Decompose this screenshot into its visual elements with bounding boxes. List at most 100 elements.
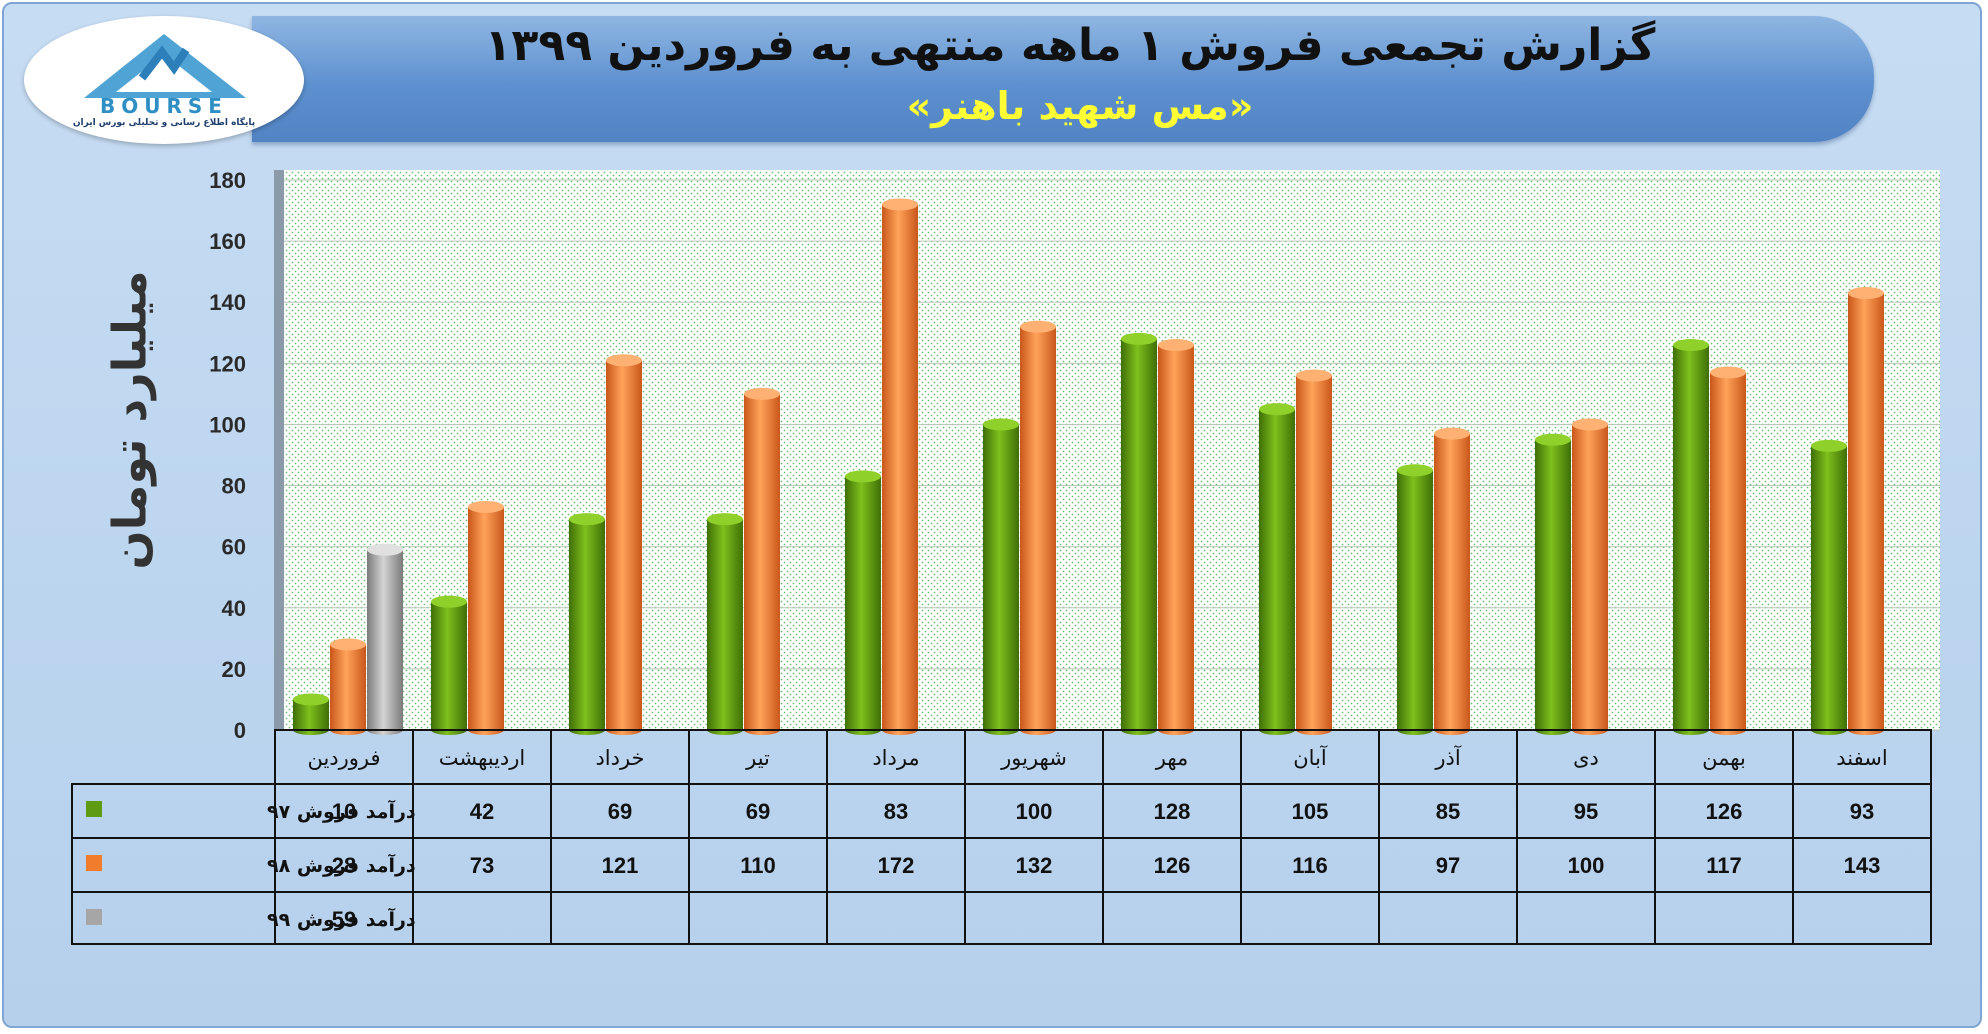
bar-97 [1673,339,1709,735]
bar-body [1572,424,1608,730]
bar-body [845,476,881,730]
bar-cap [468,500,504,513]
bar-97 [1259,403,1295,735]
table-cell-value: 97 [1436,853,1460,878]
page-subtitle: «مس شهید باهنر» [906,84,1254,128]
bar-98 [882,198,918,735]
table-cell-value: 117 [1706,853,1742,878]
bar-body [1158,345,1194,730]
x-category-label: مرداد [872,746,919,770]
data-table: فروردین 10 28 59 اردیبهشت 42 73 خرداد 69 121 تیر 69… [71,729,1932,945]
table-cell-value: 73 [470,853,494,878]
bar-cap [293,693,329,706]
bar-97 [1535,433,1571,735]
bar-cap [882,198,918,211]
x-category-label: فروردین [307,746,380,770]
bar-97 [983,418,1019,735]
bar-body [1673,345,1709,730]
legend-series-label: درآمد فروش ۹۹ [267,907,416,931]
bar-body [606,360,642,730]
bar-cap [983,418,1019,431]
table-cell-value: 93 [1850,799,1874,824]
table-cell-value: 172 [878,853,915,878]
bars [293,198,1884,735]
table-cell-value: 42 [470,799,494,824]
table-cell-value: 100 [1016,799,1053,824]
y-tick-label: 80 [222,474,246,499]
bar-cap [1296,369,1332,382]
bar-cap [606,354,642,367]
legend-series-label: درآمد فروش ۹۷ [267,799,416,823]
plot-side-wall [274,170,284,730]
bar-body [882,204,918,730]
table-cell-value: 85 [1436,799,1460,824]
bar-cap [707,513,743,526]
x-category-label: خرداد [595,746,644,770]
y-tick-label: 40 [222,596,246,621]
table-cell-value: 126 [1706,799,1743,824]
bar-97 [707,513,743,735]
bourse-logo-icon [84,34,246,98]
bar-cap [1397,464,1433,477]
bar-99 [367,543,403,735]
y-tick-label: 60 [222,535,246,560]
bar-cap [1434,427,1470,440]
y-tick-label: 160 [209,229,246,254]
bar-body [1296,375,1332,730]
table-cell-value: 116 [1292,853,1328,878]
bar-97 [569,513,605,735]
bar-cap [1158,339,1194,351]
bar-cap [569,513,605,526]
bar-body [1535,439,1571,730]
bar-cap [1848,287,1884,300]
bar-body [707,519,743,730]
bar-cap [1811,439,1847,452]
bar-cap [1121,332,1157,345]
y-tick-label: 0 [234,718,246,743]
bar-body [431,601,467,730]
bar-97 [1811,439,1847,735]
plot-area [284,170,1940,730]
table-cell-value: 28 [332,853,356,878]
x-category-label: شهریور [1000,746,1067,770]
bar-body [1259,409,1295,730]
bar-body [1434,433,1470,730]
bar-body [1710,372,1746,730]
table-cell-value: 105 [1292,799,1329,824]
x-category-label: آذر [1434,745,1461,770]
table-cell-value: 143 [1844,853,1881,878]
table-cell-value: 10 [332,799,356,824]
table-cell-value: 100 [1568,853,1605,878]
bar-body [1020,326,1056,730]
table-cell-value: 132 [1016,853,1053,878]
bar-cap [744,387,780,400]
bar-97 [1121,332,1157,735]
y-tick-label: 120 [209,351,246,376]
bar-cap [845,470,881,483]
bar-97 [1397,464,1433,735]
bar-98 [330,638,366,735]
x-category-label: مهر [1155,746,1189,770]
y-axis-ticks: 0 20 40 60 80 100 120 140 160 180 [209,168,246,743]
x-category-label: دی [1573,746,1599,770]
table-cell-value: 59 [332,907,356,932]
bar-97 [845,470,881,735]
logo-wordmark: BOURSE [100,94,228,118]
bar-97 [293,693,329,735]
title-banner [252,16,1874,142]
legend-swatch [86,909,102,925]
bar-cap [1535,433,1571,446]
x-category-label: اسفند [1836,746,1887,770]
y-tick-label: 140 [209,290,246,315]
bar-98 [1848,287,1884,735]
bar-97 [431,595,467,735]
table-cell-value: 83 [884,799,908,824]
bar-cap [1572,418,1608,431]
x-category-label: بهمن [1702,746,1746,770]
legend-swatch [86,801,102,817]
legend-series-label: درآمد فروش ۹۸ [267,853,416,877]
x-category-label: تیر [745,746,770,770]
bar-cap [1020,320,1056,333]
table-cell-value: 128 [1154,799,1191,824]
bar-cap [1259,403,1295,416]
